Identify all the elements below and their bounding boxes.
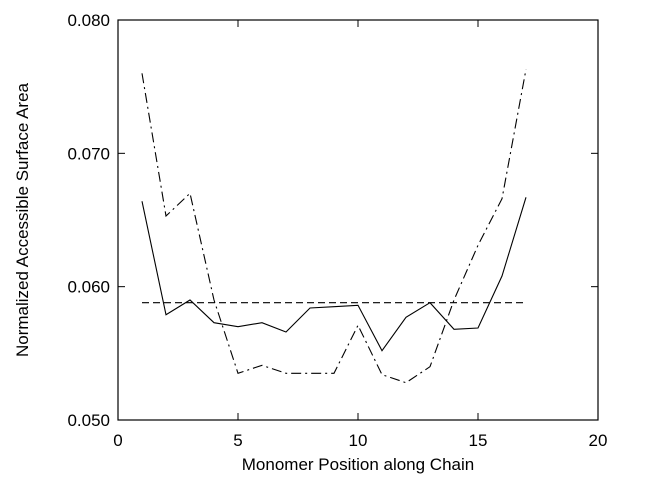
x-tick-label: 10 <box>349 431 368 450</box>
x-tick-label: 15 <box>469 431 488 450</box>
y-tick-label: 0.060 <box>67 278 110 297</box>
y-axis-label: Normalized Accessible Surface Area <box>13 82 32 357</box>
x-tick-label: 5 <box>233 431 242 450</box>
plot-marks <box>141 69 527 384</box>
x-tick-label: 20 <box>589 431 608 450</box>
series-solid-line <box>141 197 527 352</box>
x-axis-label: Monomer Position along Chain <box>242 455 474 474</box>
x-tick-label: 0 <box>113 431 122 450</box>
series-dashdot-line <box>141 69 527 384</box>
plot-frame <box>117 19 599 421</box>
y-tick-label: 0.050 <box>67 411 110 430</box>
y-tick-label: 0.080 <box>67 11 110 30</box>
y-tick-label: 0.070 <box>67 144 110 163</box>
axis-ticks: 0 5 10 15 20 0.050 0.060 0.070 0.080 <box>67 11 607 450</box>
